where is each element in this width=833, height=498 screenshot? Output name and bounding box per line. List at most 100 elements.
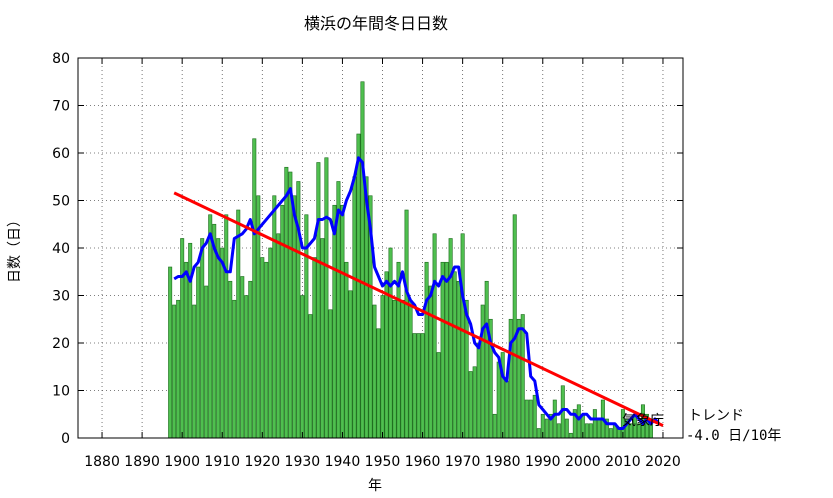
- bar: [596, 418, 601, 439]
- bar: [340, 204, 345, 439]
- bar: [396, 261, 401, 439]
- bar: [452, 271, 457, 439]
- bar: [420, 333, 425, 439]
- bar: [432, 233, 437, 439]
- bar: [268, 247, 273, 439]
- bar: [184, 261, 189, 439]
- source-label: 気象庁: [622, 413, 664, 429]
- x-tick-label: 1900: [164, 454, 200, 470]
- bar: [460, 233, 465, 439]
- bar: [392, 299, 397, 439]
- y-tick-label: 60: [52, 146, 70, 162]
- bar: [428, 285, 433, 439]
- bar: [492, 413, 497, 439]
- bar: [292, 195, 297, 439]
- bar: [172, 304, 177, 439]
- bar: [444, 261, 449, 439]
- bar: [536, 428, 541, 439]
- trend-label: トレンド: [688, 408, 744, 424]
- y-tick-label: 50: [52, 194, 70, 210]
- bar: [532, 394, 537, 439]
- bar: [516, 318, 521, 439]
- bar: [168, 266, 173, 439]
- x-tick-label: 1880: [84, 454, 120, 470]
- bar: [528, 399, 533, 439]
- bar: [384, 271, 389, 439]
- bar: [176, 299, 181, 439]
- bar: [236, 209, 241, 439]
- bar: [496, 361, 501, 439]
- bar: [376, 328, 381, 439]
- bar: [356, 133, 361, 439]
- x-tick-label: 1960: [405, 454, 441, 470]
- bar: [448, 238, 453, 439]
- bar: [212, 223, 217, 439]
- moving-average-line: [173, 156, 661, 430]
- ticks: 0 10 20 30 40 50 60 70 80 1880 1890 1900 1910 1920 193…: [52, 51, 683, 470]
- bar: [332, 204, 337, 439]
- chart-title: 横浜の年間冬日日数: [304, 14, 448, 33]
- bar: [240, 276, 245, 439]
- bar: [272, 195, 277, 439]
- bar: [260, 257, 265, 439]
- x-tick-label: 1920: [244, 454, 280, 470]
- bar: [244, 295, 249, 439]
- bar: [524, 399, 529, 439]
- x-axis-label: 年: [368, 478, 382, 494]
- trend-line: [173, 191, 664, 428]
- bar: [512, 214, 517, 439]
- bar: [588, 423, 593, 439]
- bar: [248, 280, 253, 439]
- x-tick-label: 1930: [285, 454, 321, 470]
- bar: [200, 238, 205, 439]
- y-tick-label: 30: [52, 289, 70, 305]
- bar: [360, 81, 365, 439]
- bar: [592, 409, 597, 439]
- bar: [252, 138, 257, 439]
- bar: [320, 238, 325, 439]
- x-tick-label: 1890: [124, 454, 160, 470]
- x-tick-label: 1910: [204, 454, 240, 470]
- bar: [352, 176, 357, 439]
- bar: [400, 299, 405, 439]
- bar: [564, 418, 569, 439]
- bar: [480, 304, 485, 439]
- bar: [300, 295, 305, 439]
- x-tick-label: 2020: [645, 454, 681, 470]
- bar: [416, 333, 421, 439]
- bar: [312, 257, 317, 439]
- y-tick-label: 70: [52, 99, 70, 115]
- bar: [508, 318, 513, 439]
- y-tick-label: 0: [61, 431, 70, 447]
- bar: [344, 261, 349, 439]
- x-tick-label: 1950: [365, 454, 401, 470]
- y-tick-label: 20: [52, 336, 70, 352]
- x-tick-label: 2000: [565, 454, 601, 470]
- bar: [228, 280, 233, 439]
- bar: [264, 261, 269, 439]
- bar: [276, 233, 281, 439]
- bar: [288, 171, 293, 439]
- bar: [440, 261, 445, 439]
- bar: [484, 280, 489, 439]
- bar: [280, 204, 285, 439]
- x-tick-label: 1980: [485, 454, 521, 470]
- bar: [476, 342, 481, 439]
- x-tick-label: 1940: [325, 454, 361, 470]
- bar: [308, 314, 313, 439]
- bar: [208, 214, 213, 439]
- bar: [284, 166, 289, 439]
- bar: [316, 162, 321, 439]
- bar: [608, 428, 613, 439]
- trend-value-label: -4.0 日/10年: [686, 428, 781, 444]
- x-tick-label: 2010: [605, 454, 641, 470]
- x-tick-label: 1990: [525, 454, 561, 470]
- bar: [412, 333, 417, 439]
- bar: [456, 280, 461, 439]
- bar: [556, 423, 561, 439]
- bar: [408, 299, 413, 439]
- y-tick-label: 80: [52, 51, 70, 67]
- bar: [220, 247, 225, 439]
- bar: [324, 157, 329, 439]
